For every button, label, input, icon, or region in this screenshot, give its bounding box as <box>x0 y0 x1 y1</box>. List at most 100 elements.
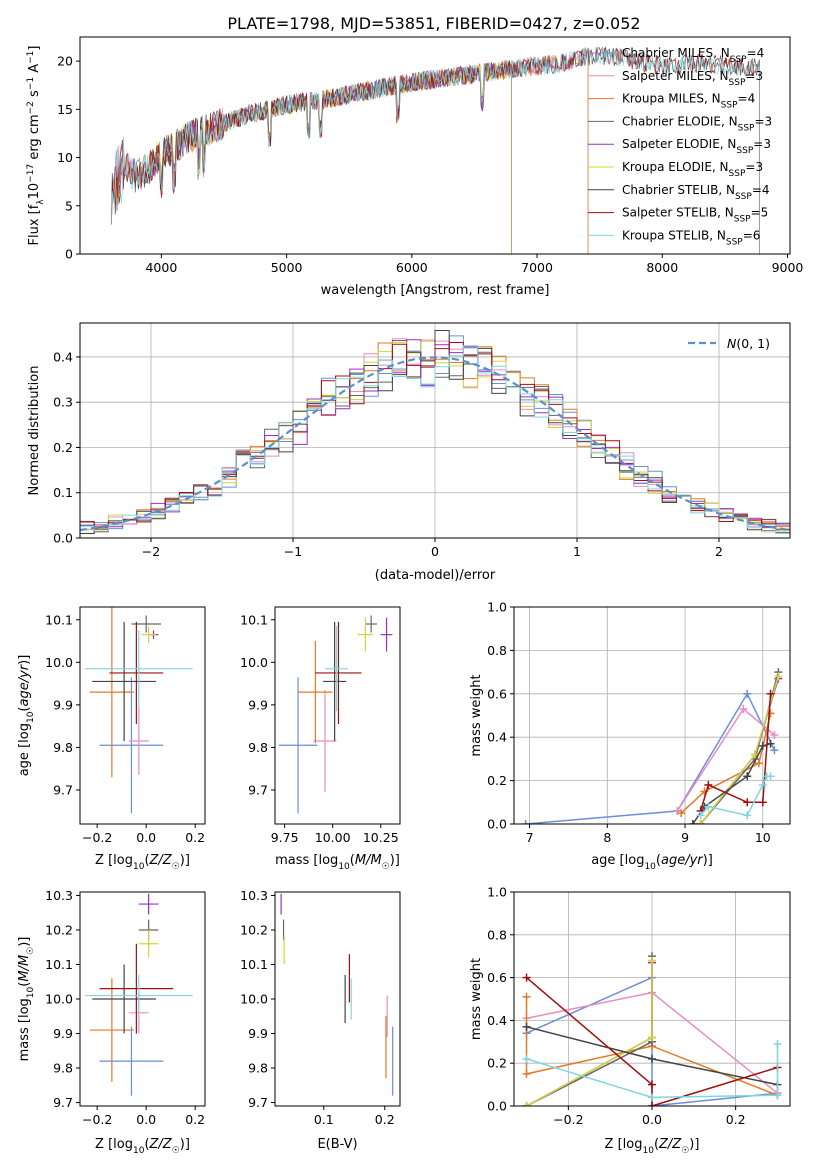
y-tick-label: 10.2 <box>45 922 73 937</box>
x-tick-label: 9000 <box>772 260 804 275</box>
y-tick-label: 0.0 <box>53 531 73 546</box>
y-axis-label: mass weight <box>469 958 484 1040</box>
errorbar-points <box>280 893 394 1096</box>
mass-weight-line <box>525 692 776 824</box>
legend: Chabrier MILES, NSSP=4 Salpeter MILES, NS… <box>588 46 772 247</box>
x-tick-label: 10.00 <box>315 830 351 845</box>
legend-label: N(0, 1) <box>727 336 770 351</box>
y-tick-label: 9.8 <box>53 1061 73 1076</box>
axes-frame <box>513 606 791 825</box>
y-tick-label: 9.8 <box>248 1061 268 1076</box>
x-tick-label: −0.2 <box>82 1112 112 1127</box>
x-axis-label: (data-model)/error <box>375 568 496 583</box>
x-tick-label: 0.0 <box>136 830 156 845</box>
y-tick-label: 20 <box>57 54 73 69</box>
legend-label: Kroupa STELIB, NSSP=6 <box>622 228 760 247</box>
mass-weight-line <box>526 1043 779 1099</box>
axes-massweight_vs_age: 7 8 9 10 0.0 0.2 0.4 0.6 0.8 1.0 mass weight age [l… <box>469 600 791 872</box>
y-tick-label: 0.6 <box>487 686 507 701</box>
axes-frame <box>79 36 791 255</box>
x-tick-label: 9 <box>681 830 689 845</box>
axes-mass_vs_Z: −0.2 0.0 0.2 9.7 9.8 9.9 10.0 10.1 10.2 10.3 Z [lo… <box>17 888 206 1156</box>
x-tick-label: 9.75 <box>271 830 299 845</box>
mass-weight-line <box>525 996 778 1096</box>
y-tick-label: 10.0 <box>240 992 268 1007</box>
legend-label: Salpeter ELODIE, NSSP=3 <box>622 137 771 156</box>
x-tick-label: 6000 <box>396 260 428 275</box>
errorbar-points <box>278 615 393 814</box>
y-axis-label: Normed distribution <box>27 366 42 496</box>
y-tick-label: 0.0 <box>487 817 507 832</box>
x-tick-label: 8000 <box>646 260 678 275</box>
legend-label: Chabrier STELIB, NSSP=4 <box>622 183 770 202</box>
x-tick-label: 0.0 <box>642 1112 662 1127</box>
axes-frame <box>79 606 206 825</box>
mass-weight-lines <box>521 668 783 824</box>
x-axis-label: Z [log10(Z/Z☉)] <box>95 853 190 872</box>
y-tick-label: 10.0 <box>45 992 73 1007</box>
x-axis-label: Z [log10(Z/Z☉)] <box>605 1137 700 1156</box>
x-tick-label: 7 <box>526 830 534 845</box>
legend-label: Kroupa ELODIE, NSSP=3 <box>622 160 763 179</box>
y-tick-label: 9.9 <box>53 697 73 712</box>
x-axis-label: mass [log10(M/M☉)] <box>275 853 400 872</box>
x-tick-label: −2 <box>142 544 160 559</box>
y-axis-label: mass weight <box>469 674 484 756</box>
x-tick-label: −0.2 <box>82 830 112 845</box>
y-tick-label: 10.3 <box>45 888 73 903</box>
histograms <box>80 330 790 534</box>
x-tick-label: 8 <box>603 830 611 845</box>
y-tick-label: 0.0 <box>487 1099 507 1114</box>
y-tick-label: 0.2 <box>487 773 507 788</box>
y-tick-label: 0.3 <box>53 395 73 410</box>
x-tick-label: −1 <box>284 544 302 559</box>
y-tick-label: 0.8 <box>487 643 507 658</box>
y-tick-label: 15 <box>57 102 73 117</box>
mass-weight-line <box>526 962 653 1106</box>
x-axis-label: E(B-V) <box>317 1137 357 1152</box>
x-tick-label: 0.0 <box>136 1112 156 1127</box>
errorbar-points <box>84 893 193 1096</box>
y-tick-label: 1.0 <box>487 885 507 900</box>
y-axis-label: age [log10(age/yr)] <box>17 655 36 777</box>
mass-weight-line <box>680 713 772 814</box>
y-tick-label: 10.1 <box>45 957 73 972</box>
y-tick-label: 0.6 <box>487 970 507 985</box>
x-tick-label: 0.2 <box>726 1112 746 1127</box>
spectrum-line <box>148 60 512 254</box>
x-axis-label: Z [log10(Z/Z☉)] <box>95 1137 190 1156</box>
y-tick-label: 10.2 <box>240 922 268 937</box>
x-tick-label: 7000 <box>521 260 553 275</box>
x-tick-label: 1 <box>573 544 581 559</box>
y-tick-label: 9.8 <box>53 740 73 755</box>
errorbar-points <box>84 607 193 814</box>
y-tick-label: 10.3 <box>240 888 268 903</box>
y-tick-label: 1.0 <box>487 600 507 615</box>
y-tick-label: 0.1 <box>53 485 73 500</box>
x-tick-label: 10 <box>755 830 771 845</box>
x-tick-label: 5000 <box>271 260 303 275</box>
y-axis-label: mass [log10(M/M☉)] <box>17 937 36 1062</box>
y-tick-label: 9.9 <box>53 1026 73 1041</box>
x-tick-label: 0.2 <box>185 830 205 845</box>
x-tick-label: 10.25 <box>363 830 399 845</box>
axes-spectrum: 4000 5000 6000 7000 8000 9000 0 5 10 15 20 Chabrier… <box>26 36 804 298</box>
y-tick-label: 10.1 <box>240 957 268 972</box>
mass-weight-lines <box>522 952 782 1106</box>
x-tick-label: 0 <box>431 544 439 559</box>
y-tick-label: 5 <box>65 198 73 213</box>
axes-frame <box>513 891 791 1107</box>
gaussian-reference-curve <box>80 356 790 532</box>
y-tick-label: 9.8 <box>248 740 268 755</box>
axes-age_vs_mass: 9.75 10.00 10.25 9.7 9.8 9.9 10.0 10.1 mass [log… <box>240 606 401 872</box>
mass-weight-line <box>526 960 653 1106</box>
axes-frame <box>79 891 206 1107</box>
y-tick-label: 10.1 <box>240 612 268 627</box>
x-tick-label: 0.2 <box>375 1112 395 1127</box>
y-tick-label: 0.8 <box>487 927 507 942</box>
y-tick-label: 9.9 <box>248 697 268 712</box>
y-tick-label: 10.0 <box>45 655 73 670</box>
x-tick-label: 4000 <box>145 260 177 275</box>
spectrum-lines <box>110 46 760 254</box>
